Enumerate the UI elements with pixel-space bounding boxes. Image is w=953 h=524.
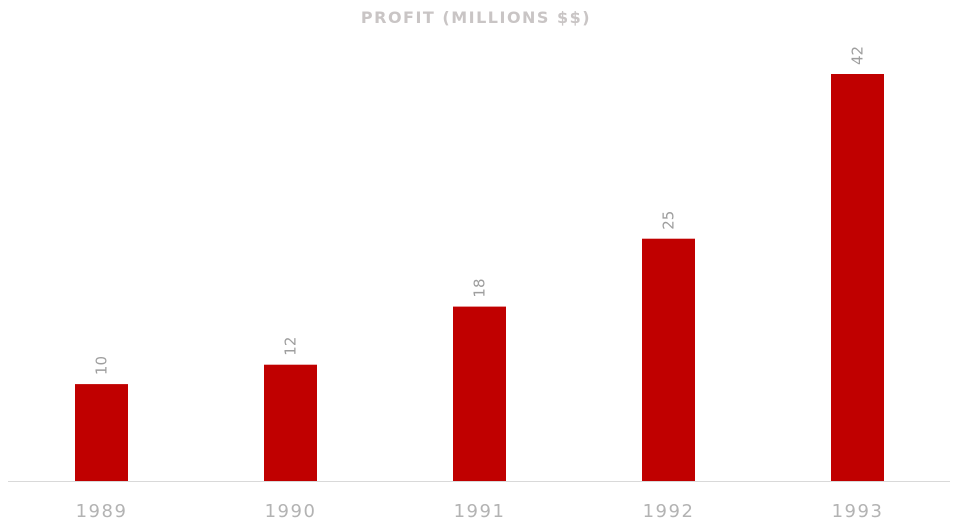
x-axis-ticks: 1989 1990 1991 1992 1993 xyxy=(76,501,884,522)
data-label-1991: 18 xyxy=(471,278,489,297)
data-label-1993: 42 xyxy=(849,46,867,65)
x-tick-1990: 1990 xyxy=(265,501,317,522)
x-tick-1993: 1993 xyxy=(832,501,884,522)
bars-group xyxy=(75,74,884,481)
x-tick-1989: 1989 xyxy=(76,501,128,522)
bar-1991 xyxy=(453,306,506,481)
data-labels-group: 10 12 18 25 42 xyxy=(93,46,867,375)
x-tick-1992: 1992 xyxy=(643,501,695,522)
bar-1989 xyxy=(75,384,128,481)
bar-1993 xyxy=(831,74,884,481)
bar-1990 xyxy=(264,364,317,481)
bar-1992 xyxy=(642,238,695,481)
data-label-1990: 12 xyxy=(282,337,300,356)
data-label-1992: 25 xyxy=(660,211,678,230)
data-label-1989: 10 xyxy=(93,356,111,375)
x-tick-1991: 1991 xyxy=(454,501,506,522)
chart-title: PROFIT (MILLIONS $$) xyxy=(361,8,591,27)
